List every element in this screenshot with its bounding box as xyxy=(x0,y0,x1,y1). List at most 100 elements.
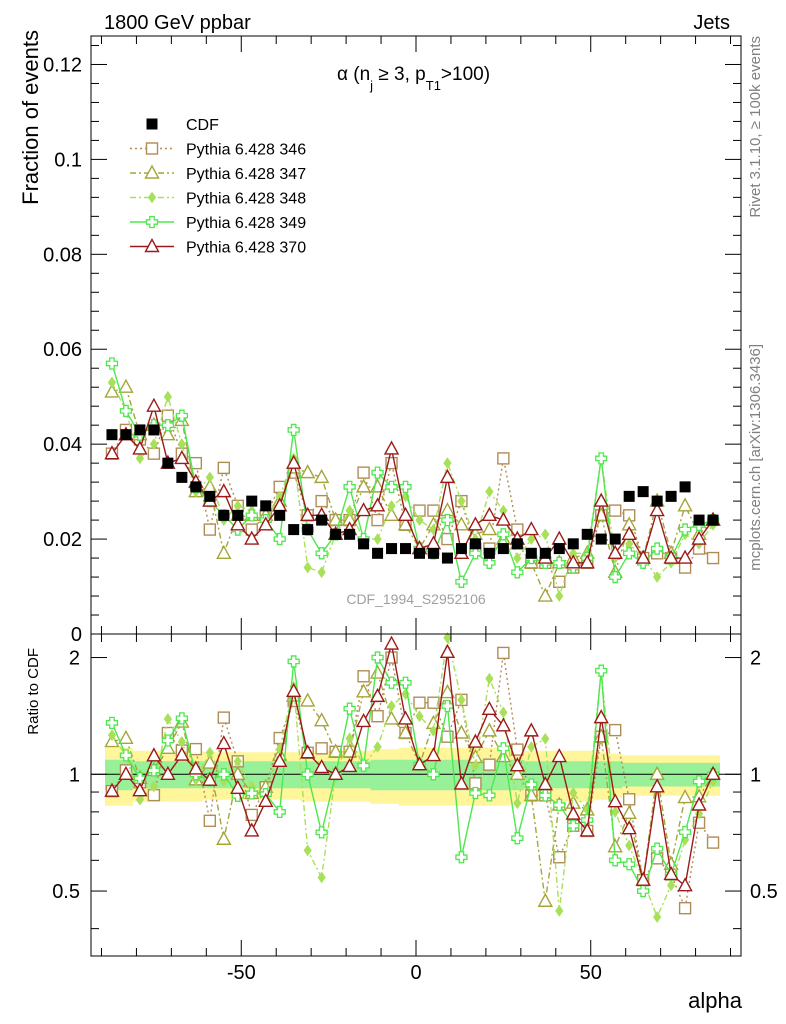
ratio-point xyxy=(441,730,454,743)
series-point xyxy=(495,511,512,526)
y-tick-label-ratio-left: 0.5 xyxy=(52,881,80,903)
ratio-point xyxy=(509,765,526,780)
ratio-point xyxy=(107,729,117,741)
x-tick-label: -50 xyxy=(227,962,256,984)
series-point xyxy=(609,570,622,584)
data-point xyxy=(218,509,230,521)
ratio-point xyxy=(608,723,622,737)
y-tick-label-main: 0.04 xyxy=(43,434,82,456)
ratio-point xyxy=(678,825,692,839)
data-point xyxy=(176,471,188,483)
series-point xyxy=(303,561,312,574)
ratio-point xyxy=(678,901,692,915)
legend-label: Pythia 6.428 346 xyxy=(186,142,306,159)
ratio-point xyxy=(287,655,300,668)
ratio-point xyxy=(385,676,398,689)
ratio-point xyxy=(621,820,637,835)
legend-label: CDF xyxy=(186,117,219,134)
ratio-point xyxy=(244,822,260,837)
series-point xyxy=(287,423,300,437)
series-point xyxy=(383,440,400,455)
ratio-point xyxy=(189,742,203,756)
ratio-point xyxy=(385,651,398,664)
series-point xyxy=(355,478,372,493)
data-point xyxy=(204,490,216,502)
ratio-point xyxy=(104,782,120,797)
series-point xyxy=(371,513,384,527)
ratio-point xyxy=(527,741,536,753)
data-point xyxy=(665,490,677,502)
ratio-point xyxy=(301,768,314,781)
series-point xyxy=(485,485,494,498)
ratio-point xyxy=(569,787,578,799)
data-point xyxy=(441,552,453,564)
ratio-point xyxy=(355,683,372,698)
ratio-point xyxy=(216,830,232,845)
series-point xyxy=(357,466,370,479)
y-tick-label-main: 0.06 xyxy=(43,339,82,361)
y-axis-label-main: Fraction of events xyxy=(18,30,43,205)
ratio-point xyxy=(188,760,204,775)
legend-entry: CDF xyxy=(146,117,219,134)
series-point xyxy=(118,378,134,393)
ratio-point xyxy=(387,700,396,712)
series-layer xyxy=(104,357,721,923)
data-point xyxy=(106,429,118,441)
ratio-point xyxy=(706,836,720,849)
ratio-point xyxy=(443,631,452,644)
ratio-point xyxy=(455,851,468,864)
ratio-point xyxy=(609,854,622,867)
ratio-point xyxy=(397,710,414,725)
ratio-point xyxy=(105,716,119,730)
series-point xyxy=(317,566,326,579)
data-point xyxy=(455,543,467,555)
data-point xyxy=(413,547,425,559)
data-point xyxy=(623,490,635,502)
ratio-point xyxy=(499,706,508,719)
ratio-point xyxy=(327,743,344,758)
ratio-point xyxy=(135,793,145,806)
series-point xyxy=(706,551,720,565)
ratio-point xyxy=(371,710,384,723)
series-point xyxy=(511,566,524,579)
x-tick-label: 0 xyxy=(410,962,421,984)
ratio-point xyxy=(286,682,302,698)
series-point xyxy=(555,590,564,602)
ratio-point xyxy=(119,749,133,762)
data-point xyxy=(316,514,328,526)
data-point xyxy=(400,543,412,555)
series-point xyxy=(163,390,172,403)
ratio-point xyxy=(611,806,620,818)
ratio-point xyxy=(691,796,707,811)
series-point xyxy=(299,464,316,479)
ratio-point xyxy=(371,651,384,664)
y-tick-label-ratio-left: 1 xyxy=(69,764,80,786)
ratio-point xyxy=(369,687,386,703)
series-point xyxy=(383,506,400,522)
ratio-point xyxy=(163,713,172,725)
ratio-point xyxy=(497,742,510,755)
ratio-point xyxy=(369,664,386,679)
legend: CDF Pythia 6.428 346 Pythia 6.428 347 Pythi… xyxy=(130,117,306,257)
data-point xyxy=(581,528,593,540)
series-line-ratio xyxy=(111,643,714,887)
ratio-point xyxy=(541,732,550,745)
series-point xyxy=(216,483,232,498)
data-point xyxy=(469,538,481,550)
ratio-point xyxy=(441,699,454,713)
ratio-point xyxy=(315,742,328,755)
data-point xyxy=(162,457,174,469)
legend-label: Pythia 6.428 370 xyxy=(186,240,306,257)
data-point xyxy=(330,528,342,540)
ratio-point xyxy=(555,905,564,917)
ratio-point xyxy=(118,729,134,745)
series-point xyxy=(439,468,456,484)
series-point xyxy=(551,530,567,545)
ratio-point xyxy=(457,693,466,706)
series-point xyxy=(523,521,539,536)
data-point xyxy=(260,500,272,512)
legend-marker xyxy=(146,118,158,130)
x-tick-label: 50 xyxy=(580,962,602,984)
ratio-point xyxy=(149,780,159,793)
ratio-point xyxy=(513,797,522,810)
